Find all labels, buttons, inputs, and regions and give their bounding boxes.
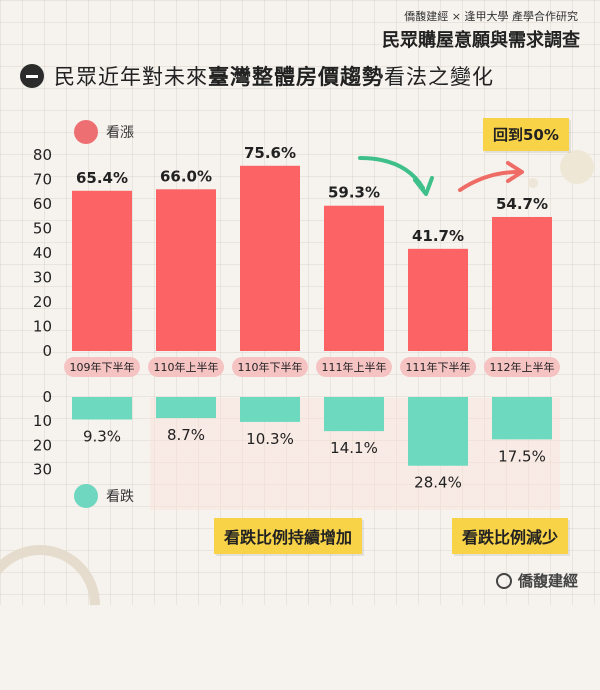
brand: 僑馥建經 xyxy=(495,570,578,591)
bar-up xyxy=(492,216,552,351)
trend-up-arrow-head xyxy=(506,161,524,183)
bar-up-value-label: 65.4% xyxy=(76,169,128,187)
bar-up-value-label: 41.7% xyxy=(412,227,464,245)
headline-suffix: 看法之變化 xyxy=(384,65,494,89)
legend-up-label: 看漲 xyxy=(106,125,134,141)
y-tick-down: 20 xyxy=(33,436,52,454)
headline-bold: 臺灣整體房價趨勢 xyxy=(208,65,384,89)
bar-chart: 0 10 20 30 40 50 60 70 80 0 10 20 30 65.4% 109年下半年 9.3%… xyxy=(33,144,560,510)
y-tick-up: 10 xyxy=(33,318,52,336)
y-tick-up: 70 xyxy=(33,171,52,189)
y-tick-down: 0 xyxy=(42,388,52,406)
bar-up xyxy=(72,190,132,351)
bar-down-value-label: 10.3% xyxy=(246,430,294,448)
y-tick-down: 10 xyxy=(33,412,52,430)
category-pill xyxy=(316,357,392,377)
falling-note: 看跌比例減少 xyxy=(452,518,569,554)
trend-up-arrow xyxy=(458,170,520,192)
bar-down xyxy=(72,397,132,420)
y-tick-up: 20 xyxy=(33,293,52,311)
source-credit: 僑馥建經 × 逢甲大學 產學合作研究 xyxy=(404,10,578,23)
bar-up-value-label: 75.6% xyxy=(244,144,296,162)
category-pill xyxy=(148,357,224,377)
y-tick-up: 80 xyxy=(33,146,52,164)
bar-up-value-label: 54.7% xyxy=(496,195,548,213)
legend-up-swatch xyxy=(74,120,98,144)
headline: 民眾近年對未來臺灣整體房價趨勢看法之變化 xyxy=(20,62,494,90)
headline-prefix: 民眾近年對未來 xyxy=(54,65,208,89)
survey-title: 民眾購屋意願與需求調查 xyxy=(382,30,580,51)
bar-down xyxy=(240,397,300,422)
bar-up-value-label: 66.0% xyxy=(160,167,212,185)
category-pill xyxy=(64,357,140,377)
bar-up xyxy=(240,165,300,351)
dash-icon xyxy=(20,64,44,88)
brand-name: 僑馥建經 xyxy=(517,572,578,590)
bar-up xyxy=(324,205,384,351)
category-pill xyxy=(232,357,308,377)
bar-down-value-label: 28.4% xyxy=(414,474,462,492)
bar-up xyxy=(156,189,216,351)
y-tick-up: 30 xyxy=(33,269,52,287)
bar-down xyxy=(156,397,216,419)
decorative-dot xyxy=(528,178,538,188)
legend-up: 看漲 xyxy=(74,120,134,144)
category-label: 111年上半年 xyxy=(322,360,387,374)
y-tick-up: 0 xyxy=(42,342,52,360)
rising-note: 看跌比例持續增加 xyxy=(214,518,363,554)
y-tick-up: 40 xyxy=(33,244,52,262)
category-pill xyxy=(484,357,560,377)
decorative-dot xyxy=(560,150,594,184)
y-tick-down: 30 xyxy=(33,461,52,479)
trend-down-arrow-head xyxy=(413,176,434,196)
legend-down: 看跌 xyxy=(74,484,134,508)
bar-down xyxy=(492,397,552,440)
return-note: 回到50% xyxy=(483,118,569,151)
brand-logo-icon xyxy=(495,572,512,589)
bar-down xyxy=(324,397,384,432)
y-tick-up: 50 xyxy=(33,220,52,238)
category-label: 112年上半年 xyxy=(490,360,555,374)
bar-up xyxy=(408,248,468,351)
category-label: 111年下半年 xyxy=(406,360,471,374)
bar-down-value-label: 9.3% xyxy=(83,428,121,446)
bar-down-value-label: 8.7% xyxy=(167,426,205,444)
bar-down-value-label: 14.1% xyxy=(330,439,378,457)
bar-down-value-label: 17.5% xyxy=(498,447,546,465)
category-label: 110年下半年 xyxy=(238,360,303,374)
y-tick-up: 60 xyxy=(33,195,52,213)
category-pill xyxy=(400,357,476,377)
legend-down-swatch xyxy=(74,484,98,508)
headline-text: 民眾近年對未來臺灣整體房價趨勢看法之變化 xyxy=(54,61,494,91)
bar-down xyxy=(408,397,468,466)
category-label: 109年下半年 xyxy=(70,360,135,374)
category-label: 110年上半年 xyxy=(154,360,219,374)
bar-up-value-label: 59.3% xyxy=(328,184,380,202)
legend-down-label: 看跌 xyxy=(106,489,134,505)
